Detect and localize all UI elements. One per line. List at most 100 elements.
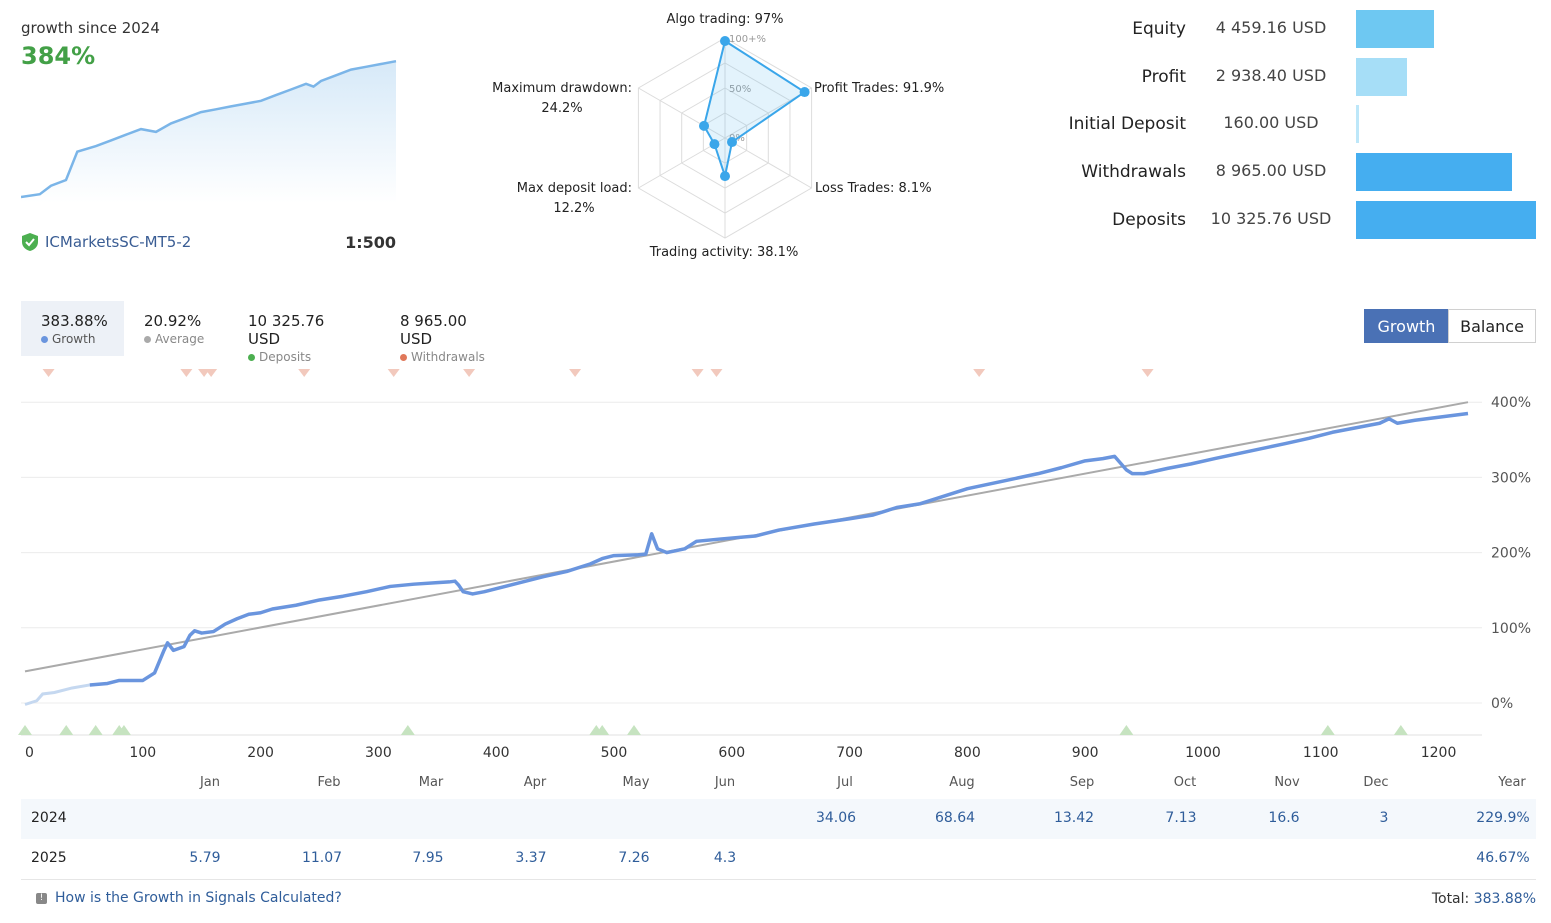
stat-bar <box>1356 201 1536 239</box>
month-label: Nov <box>1274 775 1300 790</box>
x-tick-label: 1000 <box>1185 745 1221 761</box>
withdrawal-marker-icon <box>387 369 400 377</box>
tab-growth-value: 383.88% <box>41 312 108 330</box>
growth-sparkline <box>21 59 397 203</box>
radar-label-trading-activity: Trading activity: 38.1% <box>649 245 799 260</box>
x-tick-label: 1200 <box>1421 745 1457 761</box>
x-tick-label: 400 <box>483 745 510 761</box>
table-cell: 11.07 <box>301 850 343 866</box>
withdrawal-marker-icon <box>180 369 193 377</box>
tab-withdrawals[interactable]: 8 965.00 USD Withdrawals <box>380 301 522 364</box>
x-tick-label: 200 <box>247 745 274 761</box>
growth-line <box>89 411 1469 687</box>
tab-average-label: Average <box>155 332 205 346</box>
stat-label: Withdrawals <box>1081 162 1186 182</box>
chart-gridlines <box>21 401 1482 736</box>
growth-chart: 0% 100% 200% 300% 400% 0 100 200 300 400 500 600 70… <box>18 369 1531 790</box>
radar-point <box>727 137 738 148</box>
tab-average-value: 20.92% <box>144 312 202 330</box>
chart-markers <box>18 369 1408 735</box>
x-tick-label: 100 <box>129 745 156 761</box>
table-cell: 68.64 <box>934 810 976 826</box>
radar-point <box>799 87 810 98</box>
month-label: Dec <box>1363 775 1388 790</box>
deposit-marker-icon <box>88 725 103 735</box>
broker-server[interactable]: ICMarketsSC-MT5-2 <box>21 232 191 252</box>
chart-month-labels: Jan Feb Mar Apr May Jun Jul Aug Sep Oct Nov Dec Year <box>199 775 1526 790</box>
growth-dot-icon <box>41 335 48 343</box>
tab-withdrawals-value: 8 965.00 USD <box>400 312 467 348</box>
leverage: 1:500 <box>345 233 396 252</box>
deposits-dot-icon <box>248 353 255 361</box>
withdrawal-marker-icon <box>1141 369 1154 377</box>
total-value: 383.88% <box>1473 891 1536 907</box>
withdrawal-marker-icon <box>205 369 218 377</box>
stat-label: Equity <box>1132 19 1186 39</box>
y-tick-label: 200% <box>1491 546 1531 562</box>
chart-y-axis: 0% 100% 200% 300% 400% <box>1491 395 1531 712</box>
tab-deposits-value: 10 325.76 USD <box>248 312 325 348</box>
radar-point <box>720 171 730 182</box>
average-dot-icon <box>144 335 151 343</box>
month-label: Apr <box>524 775 547 790</box>
ring-label-100: 100+% <box>729 34 766 45</box>
table-cell: 3 <box>1379 810 1389 826</box>
table-cell: 46.67% <box>1476 850 1530 866</box>
tab-growth-label: Growth <box>52 332 96 346</box>
y-tick-label: 400% <box>1491 395 1531 411</box>
row-year: 2025 <box>31 850 67 866</box>
withdrawal-marker-icon <box>42 369 55 377</box>
tab-deposits[interactable]: 10 325.76 USD Deposits <box>228 301 380 364</box>
withdrawal-marker-icon <box>463 369 476 377</box>
stat-value: 2 938.40 USD <box>1215 66 1327 85</box>
month-label: Jan <box>199 775 220 790</box>
table-cell: 5.79 <box>189 850 221 866</box>
deposit-marker-icon <box>1119 725 1134 735</box>
radar-chart: 100+% 50% 0% Algo trading: 97% Profit Tr… <box>492 12 944 260</box>
radar-label-algo: Algo trading: 97% <box>666 12 783 27</box>
info-icon: ! <box>36 892 47 904</box>
deposit-marker-icon <box>59 725 74 735</box>
radar-label-max-drawdown: Maximum drawdown: <box>492 81 632 96</box>
tab-withdrawals-label: Withdrawals <box>411 350 485 364</box>
deposit-marker-icon <box>595 725 610 735</box>
table-cell: 16.6 <box>1268 810 1300 826</box>
radar-value-max-drawdown: 24.2% <box>541 101 582 116</box>
growth-value: 384% <box>21 42 96 70</box>
tab-growth[interactable]: 383.88% Growth <box>21 301 124 356</box>
x-tick-label: 500 <box>601 745 628 761</box>
stat-label: Profit <box>1141 67 1186 87</box>
shield-check-icon <box>22 233 38 251</box>
withdrawal-marker-icon <box>710 369 723 377</box>
stat-value: 8 965.00 USD <box>1215 161 1327 180</box>
month-label: Sep <box>1070 775 1095 790</box>
month-label: Year <box>1497 775 1526 790</box>
deposit-marker-icon <box>1320 725 1335 735</box>
month-label: Jun <box>714 775 735 790</box>
month-label: Mar <box>419 775 444 790</box>
y-tick-label: 300% <box>1491 470 1531 486</box>
x-tick-label: 300 <box>365 745 392 761</box>
y-tick-label: 100% <box>1491 621 1531 637</box>
growth-button[interactable]: Growth <box>1364 309 1449 343</box>
stat-value: 4 459.16 USD <box>1215 18 1327 37</box>
deposit-marker-icon <box>400 725 415 735</box>
tab-average[interactable]: 20.92% Average <box>124 301 228 356</box>
stat-value: 160.00 USD <box>1223 113 1319 132</box>
total: Total: 383.88% <box>1432 891 1536 907</box>
table-cell: 229.9% <box>1476 810 1530 826</box>
x-tick-label: 800 <box>954 745 981 761</box>
balance-button[interactable]: Balance <box>1448 309 1536 343</box>
radar-label-profit-trades: Profit Trades: 91.9% <box>814 81 944 96</box>
radar-label-loss-trades: Loss Trades: 8.1% <box>815 181 932 196</box>
stat-value: 10 325.76 USD <box>1210 209 1332 228</box>
month-label: Feb <box>317 775 340 790</box>
sparkline-line <box>21 59 397 199</box>
chart-x-axis: 0 100 200 300 400 500 600 700 800 900 1000 1100 1200 <box>25 745 1456 761</box>
month-label: Aug <box>949 775 974 790</box>
withdrawal-marker-icon <box>569 369 582 377</box>
stat-label: Initial Deposit <box>1068 114 1186 134</box>
growth-calculation-link[interactable]: ! How is the Growth in Signals Calculate… <box>36 890 342 906</box>
withdrawal-marker-icon <box>973 369 986 377</box>
table-row-2025: 2025 5.79 11.07 7.95 3.37 7.26 4.3 46.67% <box>21 839 1536 880</box>
